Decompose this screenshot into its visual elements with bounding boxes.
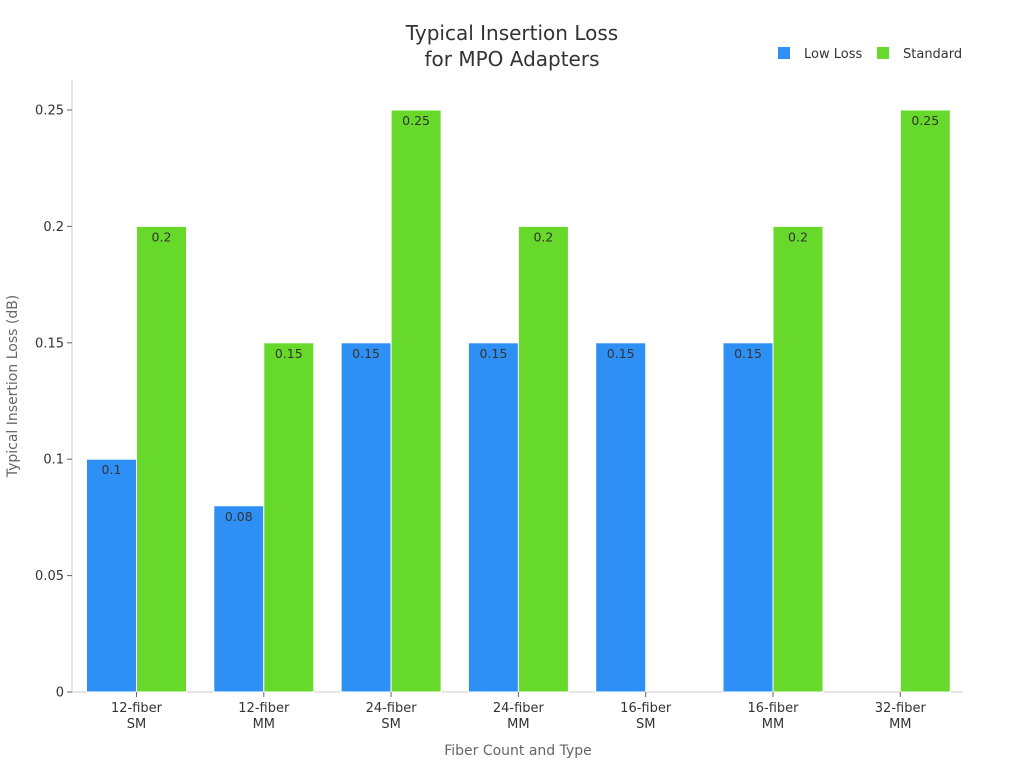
y-axis-ticks: 0 0.05 0.1 0.15 0.2 0.25 bbox=[35, 104, 72, 701]
x-axis-ticks: 12-fiberSM12-fiberMM24-fiberSM24-fiberMM… bbox=[111, 692, 926, 732]
y-tick-label: 0 bbox=[56, 686, 64, 701]
bar-standard bbox=[390, 109, 442, 693]
x-tick-label: SM bbox=[381, 717, 400, 732]
chart-title-line-2: for MPO Adapters bbox=[424, 47, 599, 71]
x-tick-label: 12-fiber bbox=[238, 701, 290, 716]
x-tick-label: MM bbox=[889, 717, 911, 732]
data-label: 0.15 bbox=[479, 346, 507, 361]
data-label: 0.2 bbox=[788, 229, 808, 244]
x-tick-label: 24-fiber bbox=[366, 701, 418, 716]
legend-swatch bbox=[877, 47, 889, 59]
bar-standard bbox=[772, 225, 824, 693]
legend: Low Loss Standard bbox=[778, 47, 962, 62]
legend-label: Low Loss bbox=[804, 47, 862, 62]
bar-standard bbox=[899, 109, 951, 693]
data-labels: 0.1 0.08 0.15 0.15 0.15 0.15 0.2 0.15 0.25 0.2 0.2… bbox=[102, 113, 940, 524]
x-tick-label: 16-fiber bbox=[747, 701, 799, 716]
x-tick-label: 16-fiber bbox=[620, 701, 672, 716]
bar-low-loss bbox=[86, 458, 137, 693]
data-label: 0.15 bbox=[607, 346, 635, 361]
bar-low-loss bbox=[213, 505, 265, 693]
y-tick-label: 0.2 bbox=[43, 220, 64, 235]
bar-low-loss bbox=[722, 342, 774, 693]
chart-title-line-1: Typical Insertion Loss bbox=[405, 21, 618, 45]
data-label: 0.15 bbox=[352, 346, 380, 361]
bar-standard bbox=[517, 225, 569, 693]
x-tick-label: 12-fiber bbox=[111, 701, 163, 716]
bar-standard bbox=[263, 342, 315, 693]
y-tick-label: 0.25 bbox=[35, 104, 64, 119]
legend-swatch bbox=[778, 47, 790, 59]
legend-label: Standard bbox=[903, 47, 962, 62]
bar-low-loss bbox=[340, 342, 392, 693]
y-tick-label: 0.15 bbox=[35, 336, 64, 351]
data-label: 0.1 bbox=[102, 462, 122, 477]
x-tick-label: SM bbox=[127, 717, 146, 732]
data-label: 0.15 bbox=[734, 346, 762, 361]
bars bbox=[86, 109, 951, 693]
x-tick-label: MM bbox=[762, 717, 784, 732]
y-axis-title: Typical Insertion Loss (dB) bbox=[5, 295, 21, 479]
data-label: 0.2 bbox=[152, 229, 172, 244]
x-tick-label: MM bbox=[507, 717, 529, 732]
y-tick-label: 0.1 bbox=[43, 453, 64, 468]
bar-low-loss bbox=[467, 342, 519, 693]
x-tick-label: SM bbox=[636, 717, 655, 732]
data-label: 0.15 bbox=[275, 346, 303, 361]
bar-low-loss bbox=[595, 342, 647, 693]
data-label: 0.08 bbox=[225, 509, 253, 524]
data-label: 0.25 bbox=[911, 113, 939, 128]
bar-standard bbox=[136, 225, 187, 693]
x-tick-label: MM bbox=[253, 717, 275, 732]
x-tick-label: 24-fiber bbox=[493, 701, 545, 716]
data-label: 0.2 bbox=[533, 229, 553, 244]
y-tick-label: 0.05 bbox=[35, 569, 64, 584]
x-axis-title: Fiber Count and Type bbox=[444, 743, 592, 759]
data-label: 0.25 bbox=[402, 113, 430, 128]
x-tick-label: 32-fiber bbox=[875, 701, 927, 716]
